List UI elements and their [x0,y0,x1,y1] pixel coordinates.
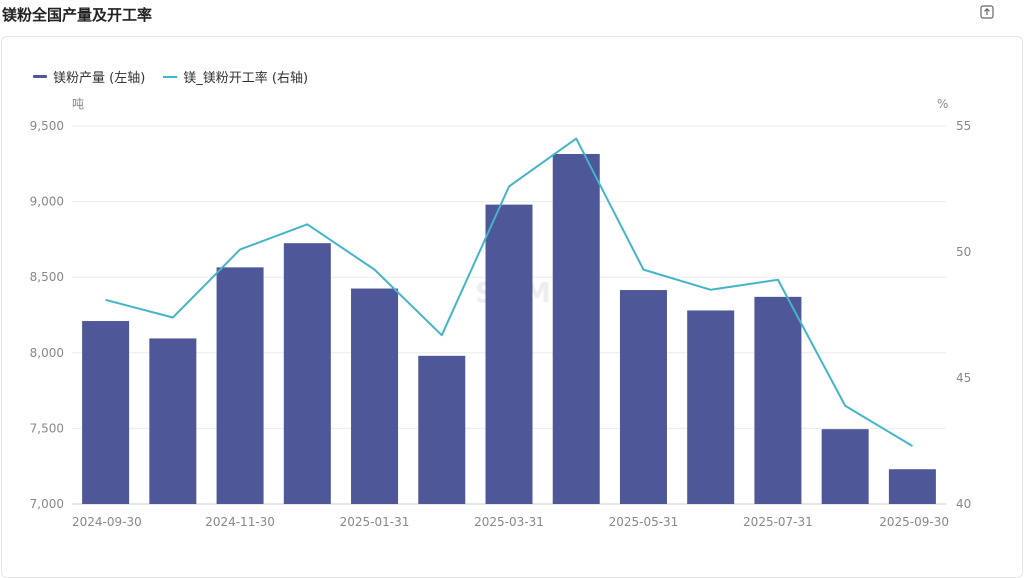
bar[interactable] [821,429,869,504]
left-tick-label: 9,500 [30,119,64,133]
left-axis-unit: 吨 [72,97,84,111]
legend-label-production: 镁粉产量 (左轴) [53,71,146,86]
left-tick-label: 7,000 [30,497,64,511]
right-axis-unit: % [937,97,948,111]
x-tick-label: 2025-03-31 [474,515,544,529]
legend-label-utilization: 镁_镁粉开工率 (右轴) [183,71,309,86]
left-tick-label: 7,500 [30,421,64,435]
bar[interactable] [619,290,667,504]
x-tick-label: 2024-09-30 [72,515,142,529]
bar[interactable] [754,296,802,504]
right-axis: 40 45 50 55 [956,119,971,511]
bar[interactable] [485,204,533,504]
legend-bar-swatch-icon [33,75,47,78]
bar[interactable] [552,153,600,505]
legend-item-production[interactable]: 镁粉产量 (左轴) [33,67,145,86]
x-tick-label: 2025-07-31 [743,515,813,529]
bar[interactable] [418,355,466,504]
x-tick-label: 2025-09-30 [879,515,949,529]
left-tick-label: 8,500 [30,270,64,284]
right-tick-label: 55 [956,119,971,133]
bar[interactable] [888,469,936,504]
export-icon[interactable] [980,4,994,19]
bar[interactable] [283,243,331,504]
line-series [105,137,913,447]
x-axis: 2024-09-30 2024-11-30 2025-01-31 2025-03-31… [72,515,949,529]
left-axis: 7,000 7,500 8,000 8,500 9,000 9,500 [30,119,64,511]
bar[interactable] [216,267,264,504]
x-tick-label: 2024-11-30 [205,515,275,529]
x-tick-label: 2025-01-31 [340,515,410,529]
right-tick-label: 40 [956,497,971,511]
bar[interactable] [351,288,399,504]
right-tick-label: 50 [956,245,971,259]
page-title: 镁粉全国产量及开工率 [2,6,153,24]
x-tick-label: 2025-05-31 [609,515,679,529]
utilization-line [105,137,913,447]
bar-series [82,153,936,505]
left-tick-label: 9,000 [30,195,64,209]
legend-line-swatch-icon [163,75,178,78]
right-tick-label: 45 [956,371,971,385]
bar[interactable] [149,338,197,504]
left-tick-label: 8,000 [30,346,64,360]
bar[interactable] [687,310,735,504]
legend-item-utilization[interactable]: 镁_镁粉开工率 (右轴) [163,67,308,86]
bar[interactable] [82,321,130,504]
legend: 镁粉产量 (左轴) 镁_镁粉开工率 (右轴) [33,67,308,86]
